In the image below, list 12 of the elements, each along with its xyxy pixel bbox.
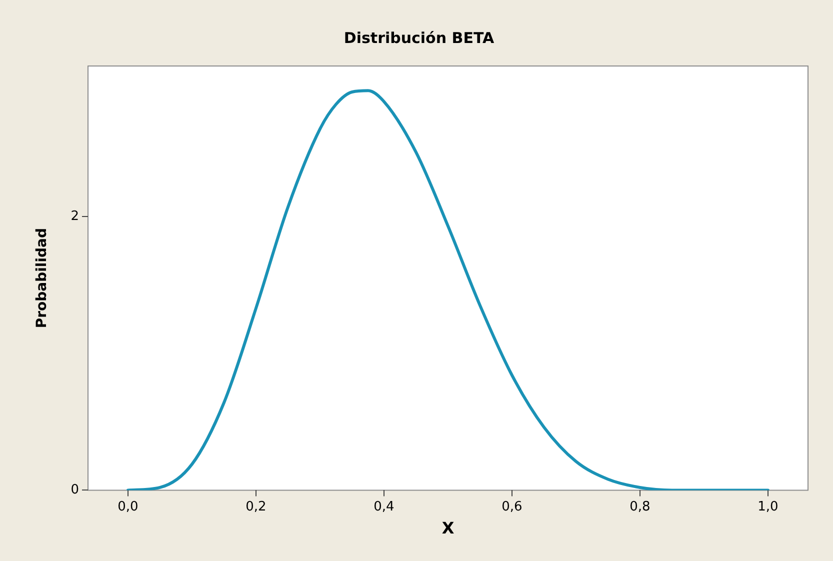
x-tick-label: 0,6 xyxy=(502,499,522,514)
chart-title: Distribución BETA xyxy=(344,28,495,47)
x-axis-title: X xyxy=(442,518,455,538)
x-tick-label: 0,8 xyxy=(630,499,650,514)
x-tick-label: 1,0 xyxy=(758,499,778,514)
x-tick-label: 0,0 xyxy=(118,499,138,514)
line-series xyxy=(126,89,770,490)
x-tick-label: 0,4 xyxy=(374,499,394,514)
y-tick-label: 0 xyxy=(70,482,79,498)
y-axis-title: Probabilidad xyxy=(34,228,50,328)
x-tick-label: 0,2 xyxy=(246,499,266,514)
y-tick-label: 2 xyxy=(70,208,79,224)
